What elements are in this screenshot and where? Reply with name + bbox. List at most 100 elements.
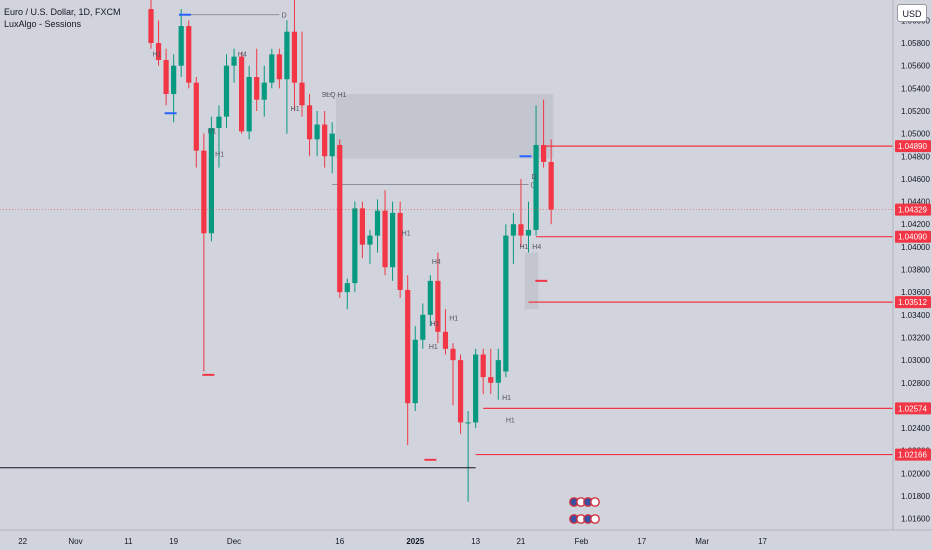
level-price-label: 1.03512 (898, 298, 927, 307)
session-label: H1 (291, 106, 300, 113)
candle-body (382, 210, 388, 268)
session-label: H1 (430, 321, 439, 328)
price-tick-label: 1.02000 (901, 469, 930, 478)
time-tick-label: 17 (758, 537, 767, 546)
time-axis-bg (0, 530, 932, 550)
price-tick-label: 1.04000 (901, 243, 930, 252)
d-label-mid: D (531, 183, 536, 190)
candle-body (541, 144, 547, 162)
candle-body (359, 208, 365, 245)
symbol-title[interactable]: Euro / U.S. Dollar, 1D, FXCM (4, 7, 121, 17)
candle-body (155, 43, 162, 61)
candle-body (314, 124, 320, 140)
session-label: H1 (208, 129, 217, 136)
candle-body (510, 224, 516, 236)
candle-body (503, 235, 509, 372)
candle-body (518, 224, 524, 236)
time-axis[interactable]: 22 Nov 11 19 Dec 16 2025 13 21 Feb 17 Mar 17 (0, 529, 932, 550)
session-flag-icon (590, 514, 600, 524)
time-tick-label: 19 (169, 537, 178, 546)
candle-body (465, 422, 471, 424)
candle-body (261, 82, 267, 100)
price-tick-label: 1.05400 (901, 84, 930, 93)
current-price-tag (895, 203, 931, 216)
candle-body (299, 82, 305, 106)
level-price-tag (895, 448, 931, 461)
session-label: H1 (153, 52, 162, 59)
candle-body (390, 212, 396, 268)
session-label: H1 (502, 395, 511, 402)
level-price-tag (895, 296, 931, 309)
candle-body (435, 280, 441, 332)
price-tick-label: 1.01600 (901, 515, 930, 524)
candle-body (457, 360, 464, 423)
price-tick-label: 1.03600 (901, 288, 930, 297)
time-tick-label: 2025 (406, 537, 424, 546)
time-tick-label: Dec (227, 537, 241, 546)
session-label: H4 (432, 259, 441, 266)
price-tick-label: 1.03800 (901, 266, 930, 275)
price-tick-label: 1.05000 (901, 130, 930, 139)
candle-body (171, 65, 177, 94)
candle-body (284, 31, 290, 80)
session-flag-icon (590, 497, 600, 507)
candle-body (291, 31, 298, 83)
time-tick-label: Feb (574, 537, 588, 546)
price-tick-label: 1.02800 (901, 379, 930, 388)
price-axis[interactable]: 1.060001.058001.056001.054001.052001.050… (892, 0, 932, 550)
candle-body (239, 56, 245, 132)
currency-button[interactable]: USD (897, 4, 927, 22)
session-label: H1 (506, 417, 515, 424)
candle-body (397, 212, 403, 290)
price-tick-label: 1.02400 (901, 424, 930, 433)
candle-body (412, 339, 418, 404)
time-tick-label: 17 (637, 537, 646, 546)
candle-body (231, 56, 237, 66)
candle-body (548, 161, 554, 210)
session-label: H4 (238, 52, 247, 59)
candle-body (201, 150, 207, 234)
time-tick-label: 21 (516, 537, 525, 546)
candle-body (329, 133, 335, 157)
candle-body (269, 54, 275, 83)
session-zone-top (335, 93, 554, 159)
candle-body (148, 9, 154, 44)
candle-body (223, 65, 230, 117)
slq-label: SLQ H1 (322, 92, 347, 99)
candle-body (163, 60, 169, 94)
level-price-tag (895, 230, 931, 243)
candle-body (322, 124, 328, 157)
chart-legend: Euro / U.S. Dollar, 1D, FXCM LuxAlgo - S… (4, 6, 121, 30)
candle-body (246, 77, 252, 132)
candle-body (405, 289, 411, 404)
indicator-label[interactable]: LuxAlgo - Sessions (4, 19, 82, 29)
candle-body (473, 354, 479, 423)
candles: H1 H4 H1 H1 H1 H1 H4 H1 H1 H1 H1 H4 H1 H1 D (148, 0, 554, 502)
candle-body (344, 283, 350, 293)
time-tick-label: Nov (68, 537, 82, 546)
session-zone-mid (524, 252, 539, 310)
session-label: H1 (429, 344, 438, 351)
candle-body (442, 331, 449, 349)
candle-body (178, 26, 184, 66)
candle-body (480, 354, 486, 378)
candle-body (276, 54, 282, 80)
time-tick-label: 22 (18, 537, 27, 546)
candle-body (488, 377, 494, 383)
candle-body (427, 280, 433, 315)
price-tick-label: 1.05600 (901, 62, 930, 71)
candle-body (367, 235, 373, 245)
candle-body (306, 105, 313, 140)
time-tick-label: 16 (335, 537, 344, 546)
candle-body (186, 26, 192, 83)
d-label-top: D (282, 13, 287, 20)
level-price-label: 1.02574 (898, 404, 927, 413)
level-price-tag (895, 402, 931, 415)
price-axis-bg (893, 0, 932, 550)
candle-body (374, 210, 381, 236)
candle-body (533, 144, 539, 230)
session-label: H1 (402, 231, 411, 238)
price-tick-label: 1.05800 (901, 39, 930, 48)
time-tick-label: 11 (124, 537, 133, 546)
